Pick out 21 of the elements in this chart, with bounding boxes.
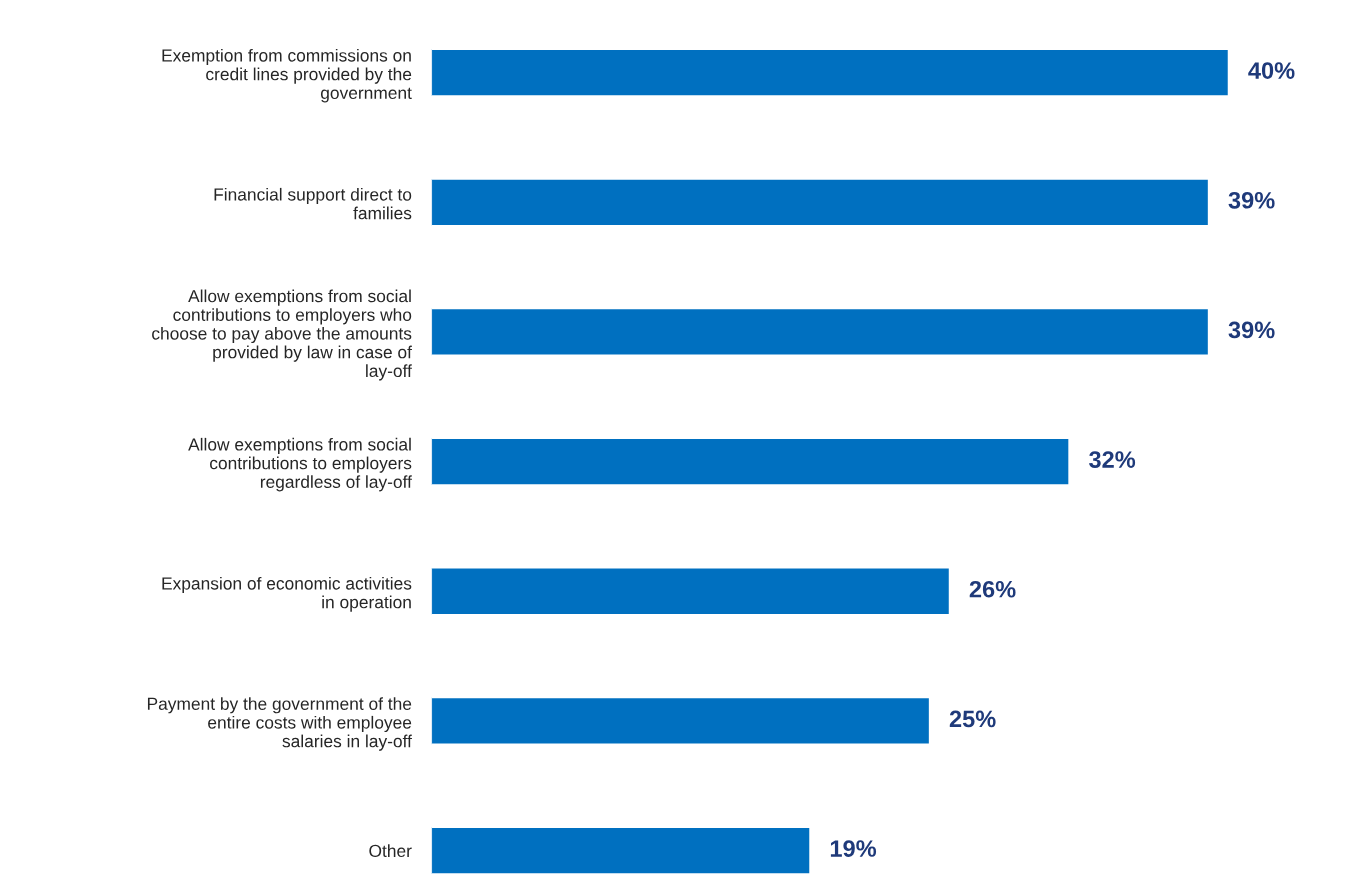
data-label: 32% xyxy=(1089,451,1136,468)
data-label: 26% xyxy=(969,580,1016,598)
bar xyxy=(431,696,931,745)
data-label: 40% xyxy=(1248,62,1295,79)
bar xyxy=(431,178,1210,227)
bar xyxy=(431,826,811,875)
data-label: 39% xyxy=(1228,321,1275,339)
y-tick-label: Other xyxy=(369,844,412,858)
data-label: 19% xyxy=(830,840,877,857)
bar xyxy=(431,437,1070,486)
y-tick-label: Financial support direct to families xyxy=(214,187,412,220)
y-tick-label: Payment by the government of the entire costs with employee salaries in lay-off xyxy=(147,697,412,751)
y-tick-label: Expansion of economic activities in operation xyxy=(162,576,412,612)
data-label: 25% xyxy=(949,710,996,728)
data-label: 39% xyxy=(1228,191,1275,209)
y-tick-label: Allow exemptions from social contributions to employers who choose to pay above the amounts provided by law in case of lay-off xyxy=(152,289,412,381)
bar xyxy=(431,567,951,616)
bar xyxy=(431,307,1210,356)
y-tick-label: Allow exemptions from social contributions to employers regardless of lay-off xyxy=(188,437,412,492)
bar xyxy=(431,48,1230,97)
y-tick-label: Exemption from commissions on credit lines provided by the government xyxy=(162,48,412,103)
